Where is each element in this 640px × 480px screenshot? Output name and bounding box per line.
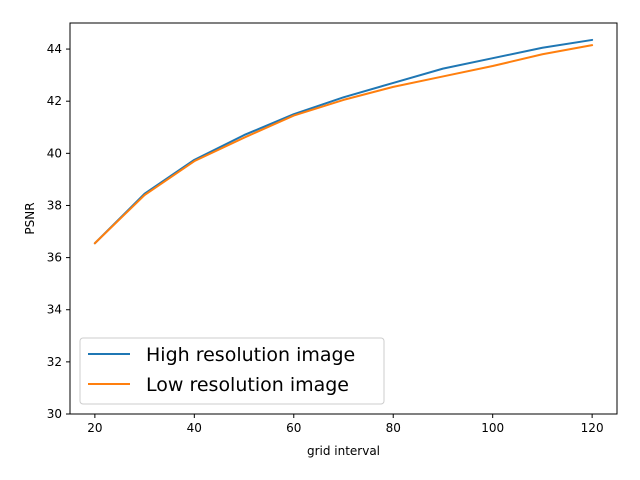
y-tick-label: 40 bbox=[47, 146, 62, 160]
legend: High resolution image Low resolution ima… bbox=[79, 337, 385, 405]
x-tick-label: 100 bbox=[481, 421, 504, 435]
legend-label-low-resolution: Low resolution image bbox=[146, 374, 349, 396]
axis-ticks: 20 40 60 80 100 120 30 32 34 36 38 40 42 44 bbox=[47, 42, 604, 435]
x-tick-label: 60 bbox=[286, 421, 301, 435]
x-tick-label: 120 bbox=[581, 421, 604, 435]
legend-box bbox=[79, 337, 385, 405]
y-tick-label: 44 bbox=[47, 42, 62, 56]
y-tick-label: 32 bbox=[47, 355, 62, 369]
y-tick-label: 42 bbox=[47, 94, 62, 108]
y-tick-label: 30 bbox=[47, 407, 62, 421]
y-tick-label: 38 bbox=[47, 198, 62, 212]
series-line-low-resolution bbox=[93, 44, 594, 245]
x-axis-label: grid interval bbox=[307, 444, 380, 458]
series-lines bbox=[93, 38, 594, 245]
x-tick-label: 40 bbox=[187, 421, 202, 435]
x-tick-label: 80 bbox=[386, 421, 401, 435]
legend-label-high-resolution: High resolution image bbox=[146, 344, 355, 366]
y-axis-label: PSNR bbox=[23, 202, 37, 234]
y-tick-label: 36 bbox=[47, 251, 62, 265]
y-tick-label: 34 bbox=[47, 303, 62, 317]
x-tick-label: 20 bbox=[87, 421, 102, 435]
series-line-high-resolution bbox=[93, 38, 594, 245]
plot-frame bbox=[69, 22, 618, 415]
